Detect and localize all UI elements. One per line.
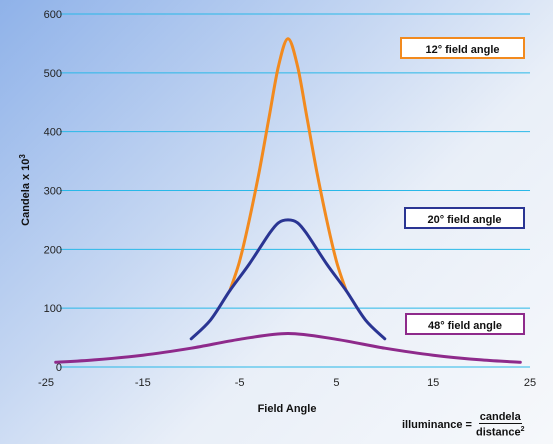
y-tick-label: 300 — [44, 186, 62, 198]
legend-48-degree-label: 48° field angle — [427, 320, 503, 332]
y-tick-label: 200 — [44, 244, 62, 256]
y-axis-title-superscript: 3 — [18, 154, 27, 159]
series-lines — [54, 37, 522, 364]
x-axis-title: Field Angle — [258, 403, 317, 415]
formula-equals: = — [465, 419, 472, 432]
legend-48-degree: 48° field angle — [405, 313, 525, 335]
x-tick-label: -5 — [235, 377, 245, 389]
x-tick-label: -15 — [135, 377, 151, 389]
y-axis-title: Candela x 103 — [18, 154, 32, 226]
gridlines — [60, 13, 530, 368]
x-tick-label: 15 — [427, 377, 439, 389]
y-tick-label: 0 — [56, 362, 62, 374]
y-tick-label: 500 — [44, 68, 62, 80]
y-tick-label: 100 — [44, 303, 62, 315]
legend-12-degree-label: 12° field angle — [425, 44, 500, 56]
y-tick-label: 400 — [44, 127, 62, 139]
formula-lhs: illuminance — [402, 419, 463, 432]
series-20-degree-line — [189, 218, 387, 341]
series-12-degree-line — [228, 37, 348, 292]
formula-denominator-superscript: 2 — [520, 426, 525, 433]
x-tick-label: -25 — [38, 377, 54, 389]
formula-fraction: candela distance2 — [476, 412, 525, 439]
y-tick-labels: 0 100 200 300 400 500 600 — [44, 9, 62, 374]
y-tick-label: 600 — [44, 9, 62, 21]
illuminance-formula: illuminance = candela distance2 — [402, 412, 525, 439]
legend-12-degree: 12° field angle — [400, 37, 525, 59]
series-48-degree-line — [54, 332, 522, 364]
formula-denominator: distance2 — [476, 424, 525, 439]
x-tick-label: 5 — [333, 377, 339, 389]
x-tick-labels: -25 -15 -5 5 15 25 — [38, 377, 536, 389]
x-tick-label: 25 — [524, 377, 536, 389]
y-axis-title-text: Candela x 10 — [20, 159, 32, 226]
legend-20-degree-label: 20° field angle — [427, 214, 502, 226]
formula-denominator-text: distance — [475, 426, 521, 439]
formula-numerator: candela — [478, 411, 522, 424]
legend-20-degree: 20° field angle — [404, 207, 525, 229]
